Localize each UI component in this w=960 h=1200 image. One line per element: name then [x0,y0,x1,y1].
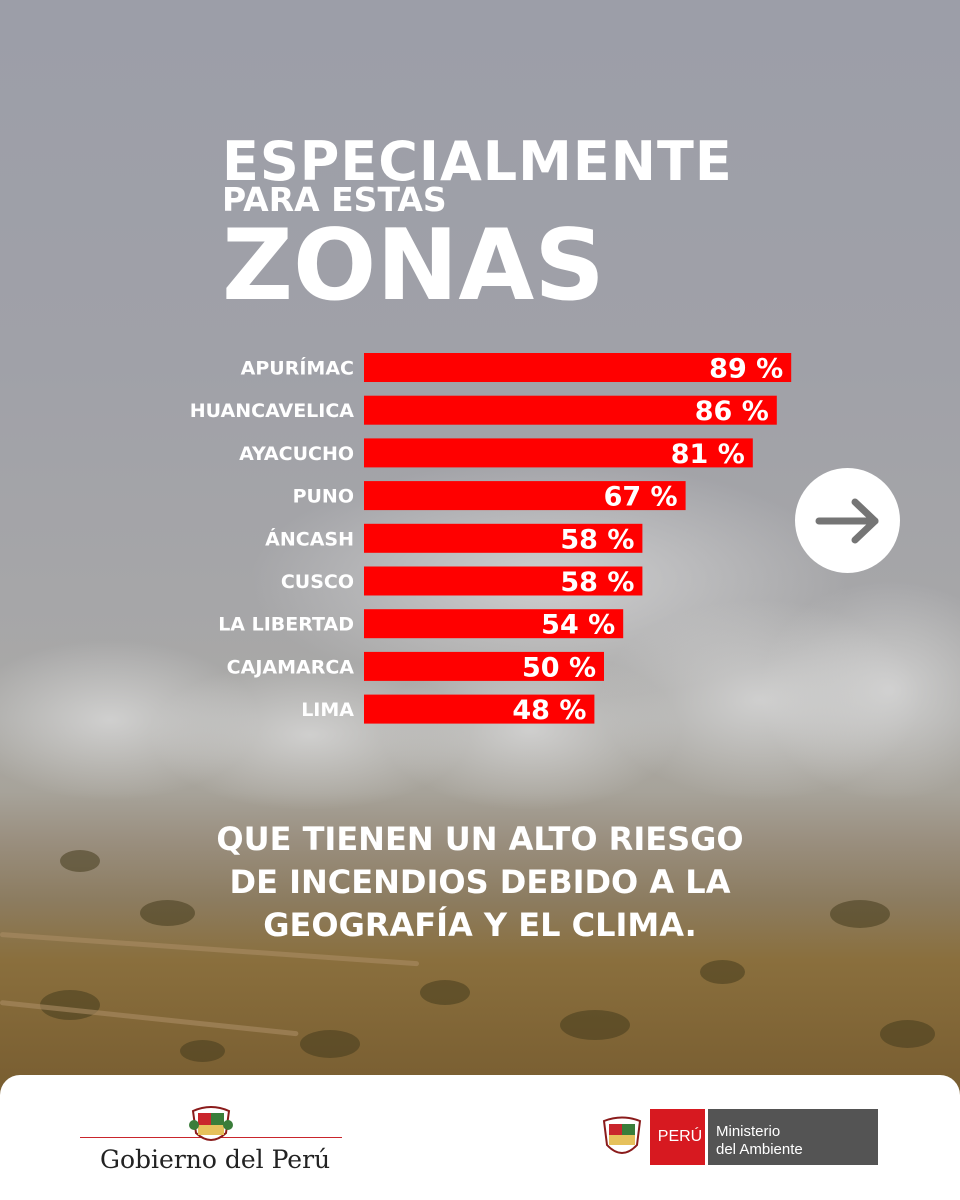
bar [364,651,604,681]
bar-row: APURÍMAC 89 % [241,353,792,385]
national-shield-icon [602,1116,642,1154]
coat-of-arms-icon [189,1106,233,1141]
value-label: 54 % [541,610,615,641]
value-label: 89 % [709,354,783,385]
bar [364,481,686,511]
bar-row: CAJAMARCA 50 % [227,651,604,683]
value-label: 58 % [560,524,634,555]
bar [364,566,643,596]
next-button[interactable] [795,468,900,573]
bar-row: ÁNCASH 58 % [265,523,643,555]
value-label: 48 % [512,695,586,726]
bar-row: HUANCAVELICA 86 % [190,395,777,427]
category-label: LIMA [301,699,354,721]
category-label: AYACUCHO [239,443,354,465]
bar-row: LA LIBERTAD 54 % [218,609,624,641]
value-label: 50 % [522,652,596,683]
headline-line-3: ZONAS [222,209,605,323]
bar [364,694,595,724]
ministerio-logo-block [708,1109,878,1165]
gobierno-del-peru-label: Gobierno del Perú [100,1145,331,1174]
category-label: HUANCAVELICA [190,400,355,422]
bar [364,609,624,639]
category-label: CUSCO [281,571,354,593]
bar [364,395,777,425]
value-label: 86 % [695,396,769,427]
category-label: APURÍMAC [241,357,354,380]
arrow-right-icon [815,498,878,543]
value-label: 67 % [604,482,678,513]
category-label: PUNO [293,486,354,508]
headline-line-1: ESPECIALMENTE [222,130,733,193]
bar-row: PUNO 67 % [293,481,686,513]
headline-line-2: PARA ESTAS [222,180,447,219]
bars-layer: APURÍMAC 89 % HUANCAVELICA 86 % AYACUCHO 81 %… [190,353,792,726]
subtitle: QUE TIENEN UN ALTO RIESGO DE INCENDIOS D… [140,818,820,947]
bar-row: LIMA 48 % [301,694,595,726]
peru-logo-block [650,1109,705,1165]
category-label: LA LIBERTAD [218,614,354,636]
subtitle-line-3: GEOGRAFÍA Y EL CLIMA. [263,906,697,944]
peru-label: PERÚ [657,1128,703,1145]
bar-row: CUSCO 58 % [281,566,643,598]
bar-chart: APURÍMAC 89 % HUANCAVELICA 86 % AYACUCHO 81 %… [190,353,792,726]
subtitle-line-1: QUE TIENEN UN ALTO RIESGO [216,820,744,858]
value-label: 81 % [671,439,745,470]
ministerio-label-line-1: Ministerio [716,1123,781,1140]
bar [364,438,753,468]
bar-row: AYACUCHO 81 % [239,438,753,470]
bar [364,523,643,553]
footer: Gobierno del Perú PERÚ Ministerio del Am… [0,1075,960,1200]
bar [364,353,792,382]
category-label: ÁNCASH [265,527,354,550]
subtitle-line-2: DE INCENDIOS DEBIDO A LA [229,863,731,901]
category-label: CAJAMARCA [227,656,355,678]
ministerio-label-line-2: del Ambiente [716,1141,803,1158]
value-label: 58 % [560,567,634,598]
